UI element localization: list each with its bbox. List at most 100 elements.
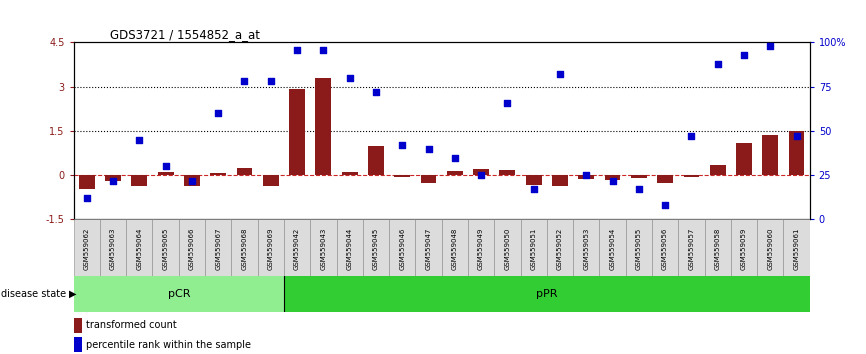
Bar: [342, 172, 358, 175]
Point: [790, 133, 804, 139]
Point: [763, 43, 777, 49]
Bar: [573, 219, 599, 276]
Bar: [289, 89, 305, 175]
Point: [553, 72, 567, 77]
Text: GSM559062: GSM559062: [84, 228, 90, 270]
Point: [579, 172, 593, 178]
Bar: [284, 276, 810, 312]
Text: GSM559067: GSM559067: [216, 228, 221, 270]
Point: [422, 146, 436, 152]
Bar: [74, 337, 82, 352]
Bar: [473, 169, 489, 175]
Bar: [757, 219, 784, 276]
Text: GSM559056: GSM559056: [662, 228, 668, 270]
Bar: [105, 175, 121, 181]
Bar: [678, 219, 705, 276]
Text: GDS3721 / 1554852_a_at: GDS3721 / 1554852_a_at: [111, 28, 261, 41]
Text: GSM559066: GSM559066: [189, 228, 195, 270]
Bar: [74, 276, 284, 312]
Text: transformed count: transformed count: [86, 320, 177, 330]
Text: GSM559063: GSM559063: [110, 228, 116, 270]
Bar: [394, 175, 410, 177]
Bar: [526, 175, 541, 185]
Bar: [416, 219, 442, 276]
Bar: [631, 175, 647, 178]
Bar: [705, 219, 731, 276]
Bar: [710, 165, 726, 175]
Bar: [337, 219, 363, 276]
Bar: [500, 170, 515, 175]
Text: GSM559054: GSM559054: [610, 228, 616, 270]
Point: [475, 172, 488, 178]
Point: [80, 195, 94, 201]
Point: [290, 47, 304, 52]
Bar: [683, 175, 699, 177]
Bar: [442, 219, 468, 276]
Text: GSM559060: GSM559060: [767, 228, 773, 270]
Bar: [578, 175, 594, 179]
Bar: [604, 175, 620, 180]
Bar: [132, 175, 147, 185]
Bar: [158, 172, 173, 175]
Bar: [231, 219, 258, 276]
Text: GSM559050: GSM559050: [504, 228, 510, 270]
Point: [684, 133, 698, 139]
Point: [527, 187, 540, 192]
Bar: [263, 175, 279, 187]
Text: GSM559053: GSM559053: [584, 228, 589, 270]
Text: GSM559049: GSM559049: [478, 228, 484, 270]
Bar: [178, 219, 205, 276]
Bar: [546, 219, 573, 276]
Bar: [368, 146, 384, 175]
Bar: [657, 175, 673, 183]
Text: GSM559047: GSM559047: [425, 228, 431, 270]
Text: GSM559065: GSM559065: [163, 228, 169, 270]
Bar: [625, 219, 652, 276]
Text: disease state: disease state: [1, 289, 69, 299]
Bar: [210, 173, 226, 175]
Text: GSM559055: GSM559055: [636, 228, 642, 270]
Bar: [731, 219, 757, 276]
Point: [658, 202, 672, 208]
Point: [448, 155, 462, 160]
Point: [237, 79, 251, 84]
Point: [107, 178, 120, 183]
Text: ▶: ▶: [69, 289, 77, 299]
Bar: [310, 219, 337, 276]
Bar: [284, 219, 310, 276]
Point: [211, 110, 225, 116]
Bar: [789, 131, 805, 175]
Text: pPR: pPR: [536, 289, 558, 299]
Bar: [100, 219, 126, 276]
Bar: [599, 219, 625, 276]
Text: GSM559059: GSM559059: [741, 228, 747, 270]
Bar: [652, 219, 678, 276]
Point: [132, 137, 146, 143]
Bar: [494, 219, 520, 276]
Bar: [468, 219, 494, 276]
Bar: [205, 219, 231, 276]
Text: GSM559057: GSM559057: [688, 228, 695, 270]
Bar: [736, 143, 752, 175]
Text: GSM559045: GSM559045: [373, 228, 379, 270]
Bar: [762, 135, 779, 175]
Point: [737, 52, 751, 58]
Bar: [315, 78, 331, 175]
Point: [632, 187, 646, 192]
Bar: [389, 219, 416, 276]
Point: [605, 178, 619, 183]
Bar: [258, 219, 284, 276]
Point: [316, 47, 330, 52]
Point: [369, 89, 383, 95]
Bar: [152, 219, 178, 276]
Text: GSM559046: GSM559046: [399, 228, 405, 270]
Bar: [520, 219, 546, 276]
Bar: [784, 219, 810, 276]
Text: GSM559058: GSM559058: [714, 228, 721, 270]
Bar: [79, 175, 94, 188]
Point: [158, 164, 172, 169]
Text: GSM559064: GSM559064: [136, 228, 142, 270]
Bar: [74, 219, 100, 276]
Bar: [184, 175, 200, 187]
Text: GSM559043: GSM559043: [320, 228, 326, 270]
